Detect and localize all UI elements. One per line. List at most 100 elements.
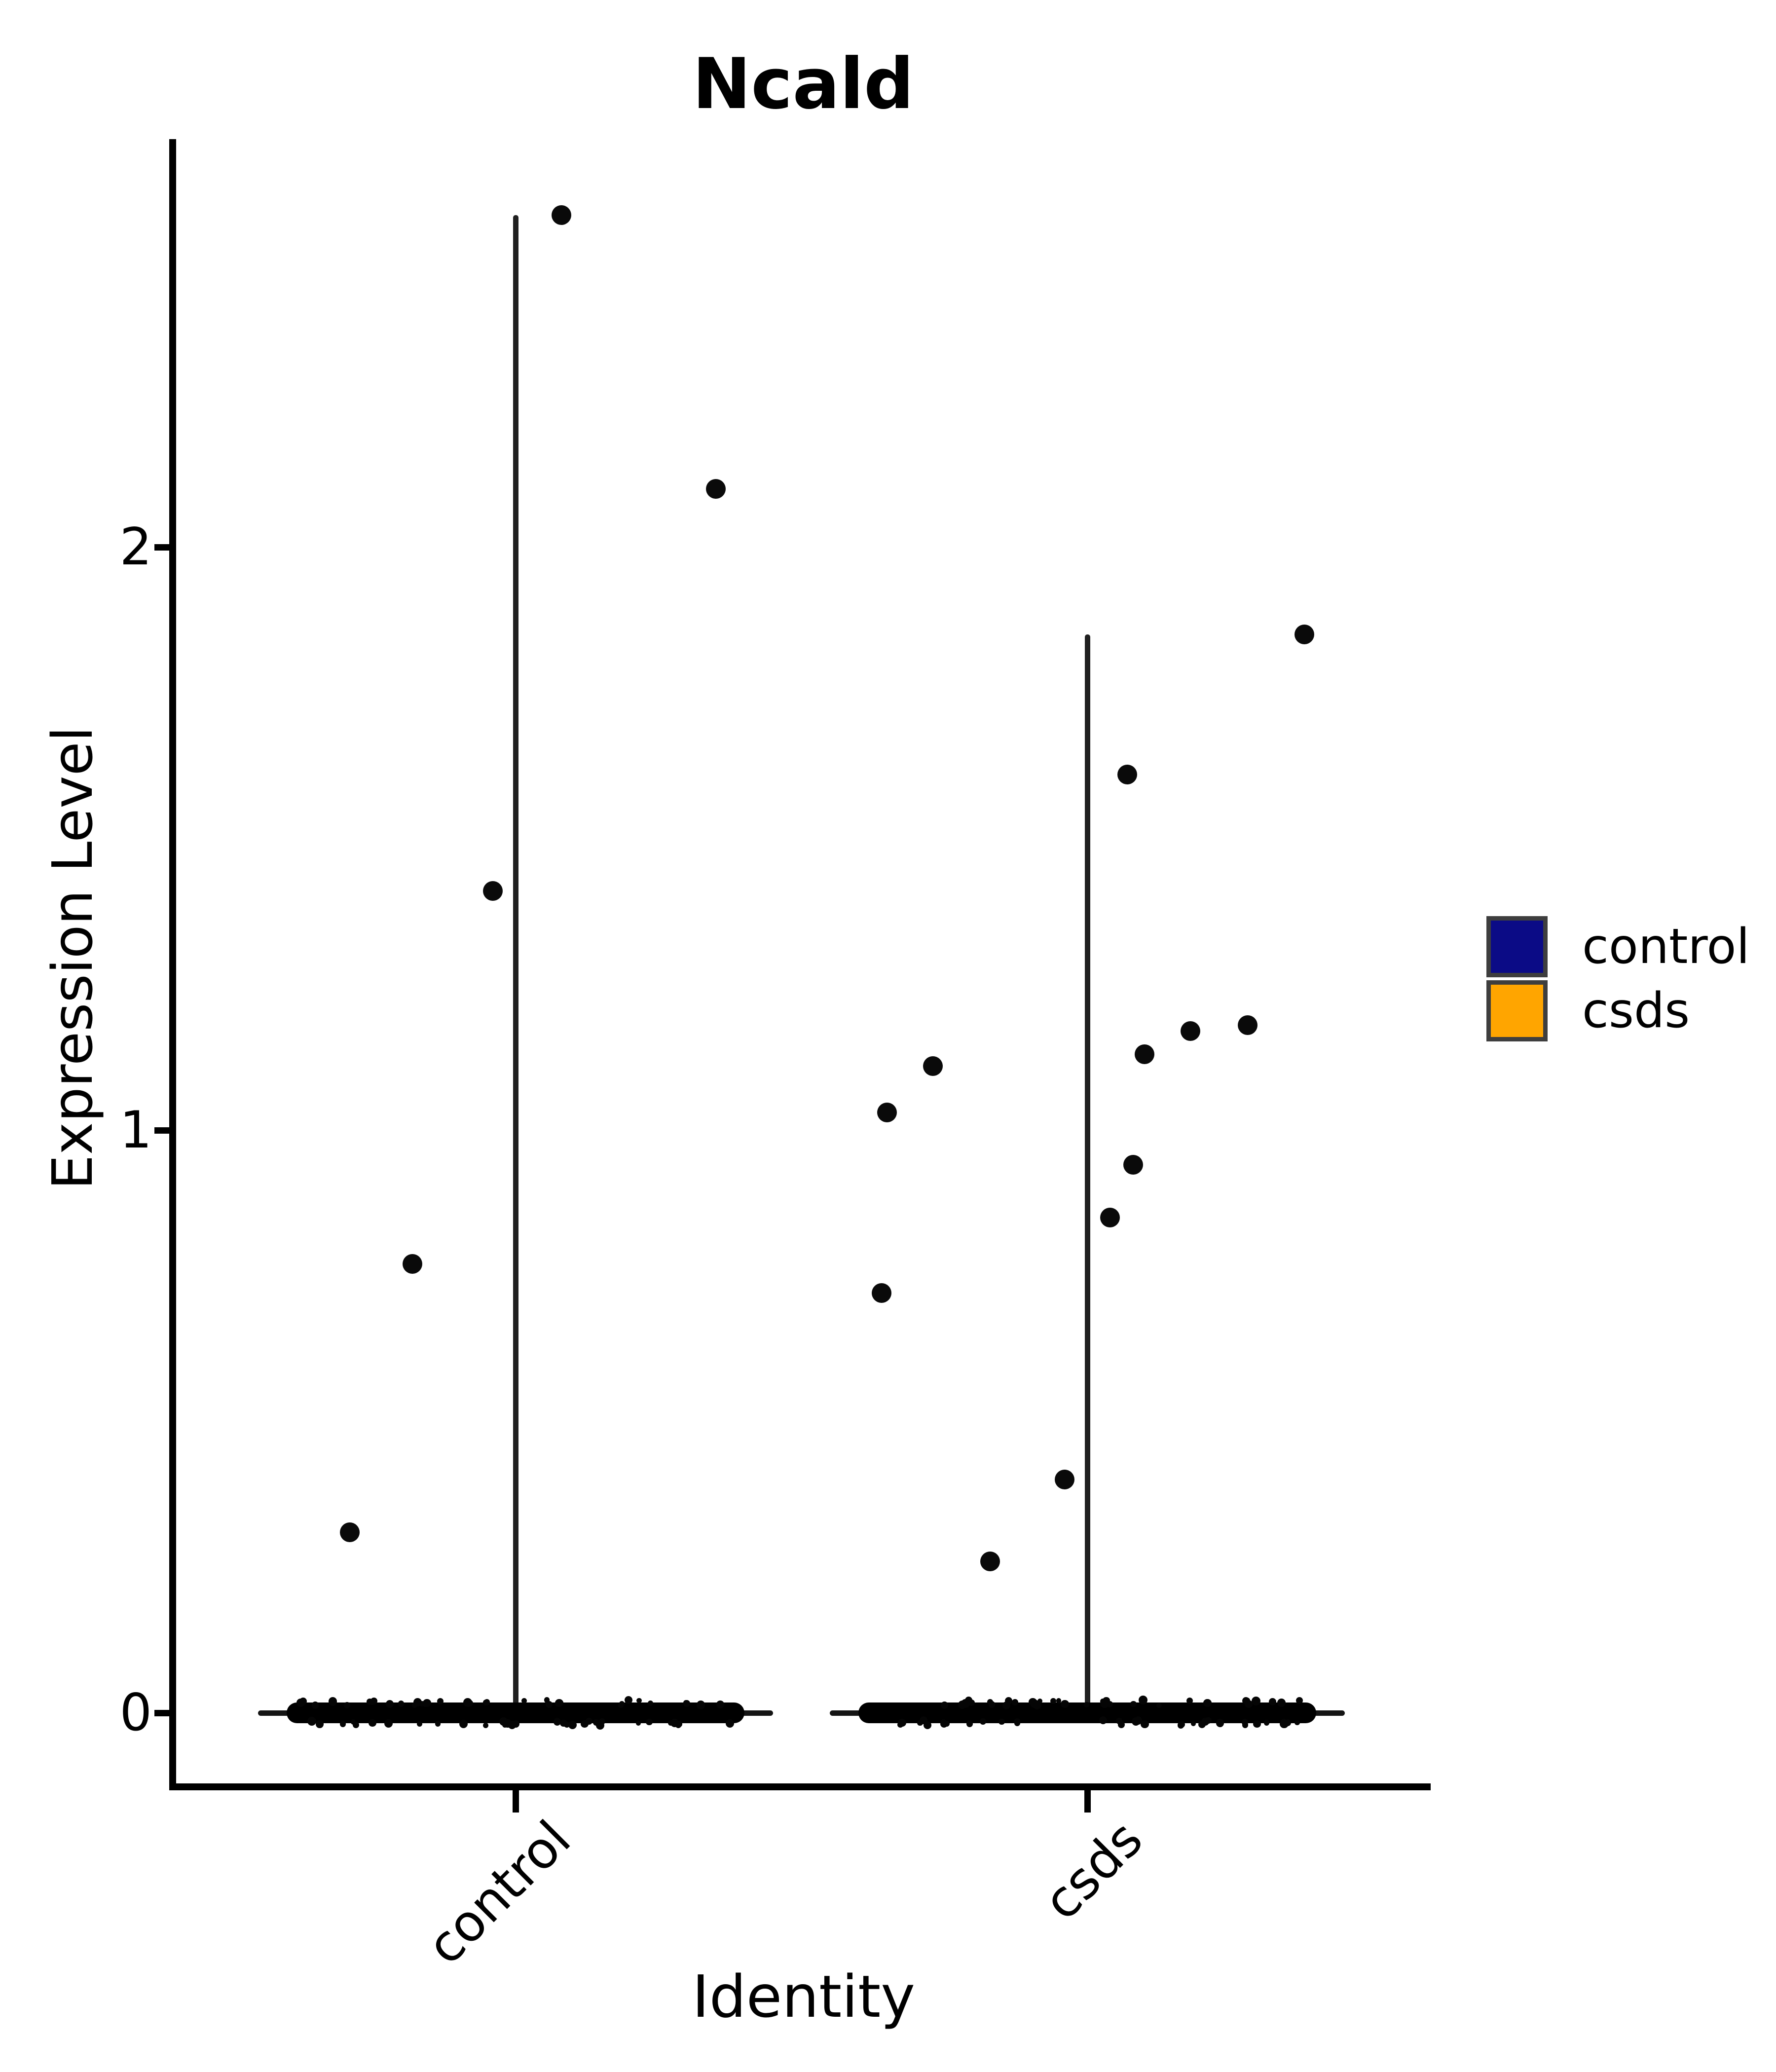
zero-band-dot [1295,1697,1303,1704]
zero-band-dot [726,1719,735,1728]
x-tick-label-csds: csds [1032,1810,1154,1932]
legend: control csds [1486,916,1750,1044]
zero-band-dot [1205,1717,1212,1724]
zero-band-dot [581,1720,589,1728]
legend-swatch-control [1486,916,1548,977]
zero-band-dot [328,1697,337,1706]
zero-band-dot [1099,1716,1107,1725]
zero-band-dot [1138,1696,1147,1705]
zero-band-dot [1190,1721,1196,1726]
legend-swatch-csds [1486,980,1548,1041]
zero-band-dot [1253,1720,1261,1728]
legend-item-csds: csds [1486,980,1750,1041]
legend-item-control: control [1486,916,1750,977]
zero-band-dot [1061,1700,1070,1708]
zero-band-dot [1295,1720,1300,1726]
zero-band-dot [398,1701,405,1707]
zero-band-dot [463,1698,473,1707]
zero-band-dot [1280,1719,1289,1729]
zero-band-dot [299,1698,307,1705]
zero-band-dot [999,1718,1005,1725]
data-point-control [482,881,503,901]
zero-band-dot [940,1701,948,1709]
data-point-csds [871,1283,891,1303]
zero-band-dot [618,1702,624,1708]
zero-band-dot [1033,1701,1042,1710]
zero-band-dot [696,1701,705,1709]
data-point-control [551,205,571,225]
zero-band-dot [966,1720,973,1728]
data-point-control [339,1522,360,1542]
zero-band-dot [1198,1721,1206,1729]
data-point-csds [1295,625,1315,645]
zero-band-dot [386,1700,394,1708]
zero-band-dot [312,1702,319,1709]
zero-band-dot [940,1719,947,1726]
data-point-csds [980,1551,1000,1571]
y-tick-label: 0 [119,1683,152,1742]
zero-band-dot [1050,1698,1056,1704]
zero-band-dot [422,1701,429,1707]
data-point-csds [1054,1470,1074,1490]
zero-band-dot [339,1721,346,1727]
zero-band-dot [369,1719,376,1727]
zero-band-dot [1178,1721,1185,1728]
y-tick-mark [154,544,173,551]
violin-spike-control [513,215,518,1713]
zero-band-dot [350,1719,356,1725]
zero-band-dot [1011,1699,1018,1705]
zero-band-dot [961,1699,970,1708]
zero-band-dot [923,1721,932,1730]
zero-band-dot [416,1721,423,1727]
zero-band-dot [636,1698,642,1703]
zero-band-dot [1002,1702,1011,1709]
zero-band-dot [676,1721,683,1727]
data-point-csds [1180,1021,1200,1041]
zero-band-dot [917,1720,924,1726]
zero-band-dot [437,1698,444,1704]
zero-band-dot [1216,1719,1224,1727]
zero-band-dot [1245,1700,1253,1708]
zero-band-dot [635,1720,641,1726]
data-point-csds [1100,1207,1120,1227]
zero-band-dot [683,1700,689,1706]
zero-band-dot [411,1702,418,1708]
zero-band-dot [483,1699,489,1706]
x-axis-line [169,1783,1431,1790]
zero-band-dot [1252,1697,1261,1706]
x-tick-label-control: control [415,1810,582,1976]
zero-band-dot [897,1722,904,1728]
zero-band-dot [624,1696,633,1704]
zero-expression-band-control [287,1702,744,1723]
zero-band-dot [384,1719,393,1728]
zero-band-dot [508,1721,517,1729]
data-point-csds [877,1103,897,1123]
zero-band-dot [1056,1698,1061,1703]
zero-band-dot [1131,1717,1141,1726]
zero-band-dot [1186,1698,1193,1704]
x-tick-mark [1084,1790,1091,1813]
zero-band-dot [1037,1698,1043,1704]
zero-band-dot [1242,1722,1249,1728]
legend-label-control: control [1582,919,1750,975]
zero-band-dot [521,1698,527,1704]
zero-band-dot [546,1701,553,1708]
zero-band-dot [369,1699,376,1705]
zero-band-dot [1100,1699,1109,1708]
y-axis-title: Expression Level [41,726,105,1190]
y-tick-label: 1 [119,1100,152,1160]
zero-band-dot [1268,1698,1276,1706]
zero-band-dot [1156,1702,1162,1708]
zero-band-dot [1277,1699,1286,1707]
zero-band-dot [568,1720,577,1729]
zero-band-dot [716,1701,724,1708]
data-point-csds [1134,1044,1154,1064]
legend-label-csds: csds [1582,983,1690,1039]
data-point-csds [923,1056,943,1076]
y-tick-label: 2 [119,518,152,577]
zero-band-dot [1116,1717,1123,1724]
zero-band-dot [307,1717,316,1726]
zero-band-dot [1141,1720,1149,1728]
zero-band-dot [646,1718,653,1726]
